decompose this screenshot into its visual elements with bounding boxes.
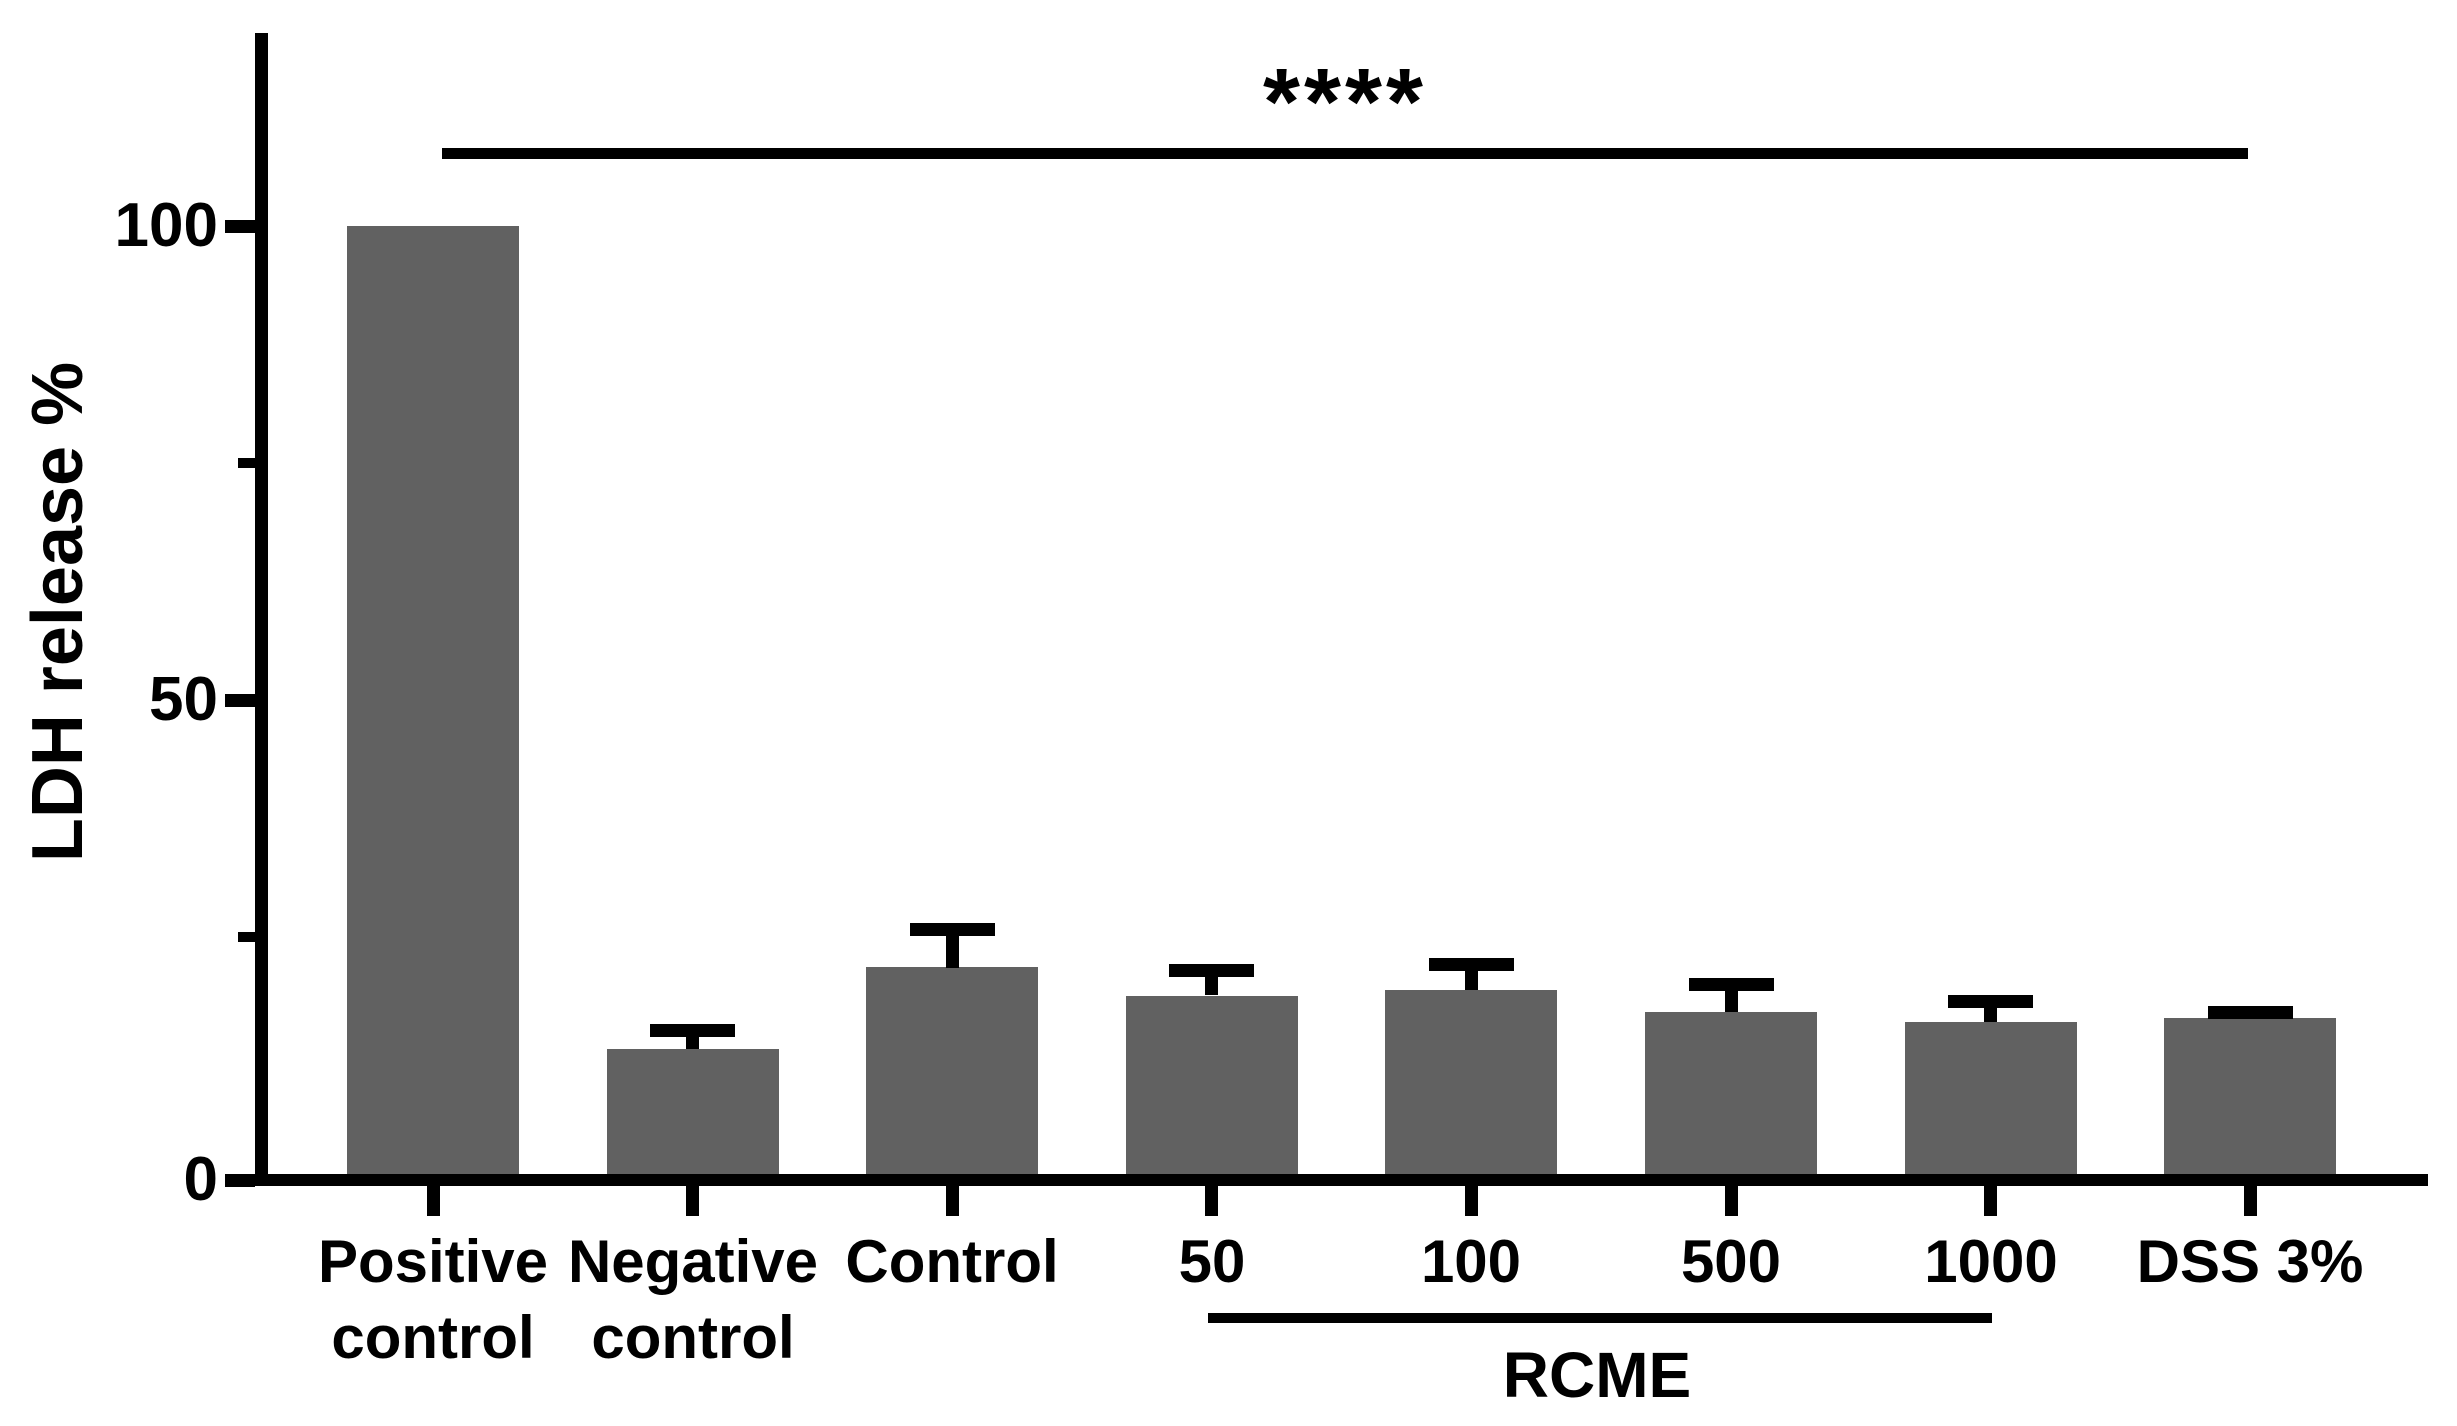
x-tick-50: [1205, 1186, 1218, 1216]
error-cap-1000: [1948, 995, 2033, 1008]
x-tick-1000: [1984, 1186, 1997, 1216]
x-tick-100: [1465, 1186, 1478, 1216]
x-tick-label-1000: 1000: [1924, 1228, 2058, 1295]
x-tick-control: [946, 1186, 959, 1216]
x-tick-negative-control: [686, 1186, 699, 1216]
error-cap-100: [1429, 958, 1514, 971]
error-stem-1000: [1984, 1008, 1997, 1022]
y-tick-label-0: 0: [183, 1145, 218, 1214]
error-stem-50: [1205, 977, 1218, 995]
y-axis-line: [255, 33, 268, 1186]
error-cap-control: [910, 923, 995, 936]
x-tick-label-negative-control: Negative control: [567, 1228, 819, 1371]
bar-control: [866, 967, 1038, 1174]
bar-100: [1385, 990, 1557, 1174]
error-cap-dss-3: [2208, 1006, 2293, 1019]
x-axis-line: [255, 1174, 2428, 1186]
bar-500: [1645, 1012, 1817, 1174]
y-minor-tick-25: [238, 932, 255, 942]
x-tick-label-50: 50: [1178, 1228, 1246, 1295]
x-tick-500: [1725, 1186, 1738, 1216]
error-stem-negative-control: [686, 1037, 699, 1049]
group-label-rcme: RCME: [1502, 1339, 1692, 1411]
y-tick-0: [225, 1174, 255, 1187]
x-tick-label-100: 100: [1420, 1228, 1522, 1295]
group-bracket-line: [1208, 1313, 1992, 1323]
y-axis-title: LDH release %: [18, 361, 98, 863]
error-stem-control: [946, 936, 959, 968]
x-tick-label-positive-control: Positive control: [317, 1228, 549, 1371]
bar-50: [1126, 996, 1298, 1174]
bar-1000: [1905, 1022, 2077, 1174]
error-cap-50: [1169, 964, 1254, 977]
x-tick-positive-control: [427, 1186, 440, 1216]
significance-bracket-line: [442, 148, 2248, 159]
y-tick-label-100: 100: [114, 191, 218, 260]
x-tick-label-500: 500: [1680, 1228, 1782, 1295]
y-tick-50: [225, 694, 255, 707]
x-tick-label-dss-3: DSS 3%: [2136, 1228, 2364, 1295]
bar-positive-control: [347, 226, 519, 1174]
x-tick-label-control: Control: [845, 1228, 1059, 1295]
y-tick-100: [225, 220, 255, 233]
error-cap-500: [1689, 978, 1774, 991]
y-tick-label-50: 50: [149, 665, 218, 734]
x-tick-dss-3: [2244, 1186, 2257, 1216]
bar-negative-control: [607, 1049, 779, 1174]
error-cap-negative-control: [650, 1024, 735, 1037]
error-stem-500: [1725, 991, 1738, 1012]
bar-dss-3: [2164, 1018, 2336, 1174]
significance-asterisks: ****: [1263, 49, 1427, 155]
error-stem-100: [1465, 971, 1478, 990]
y-minor-tick-75: [238, 458, 255, 468]
